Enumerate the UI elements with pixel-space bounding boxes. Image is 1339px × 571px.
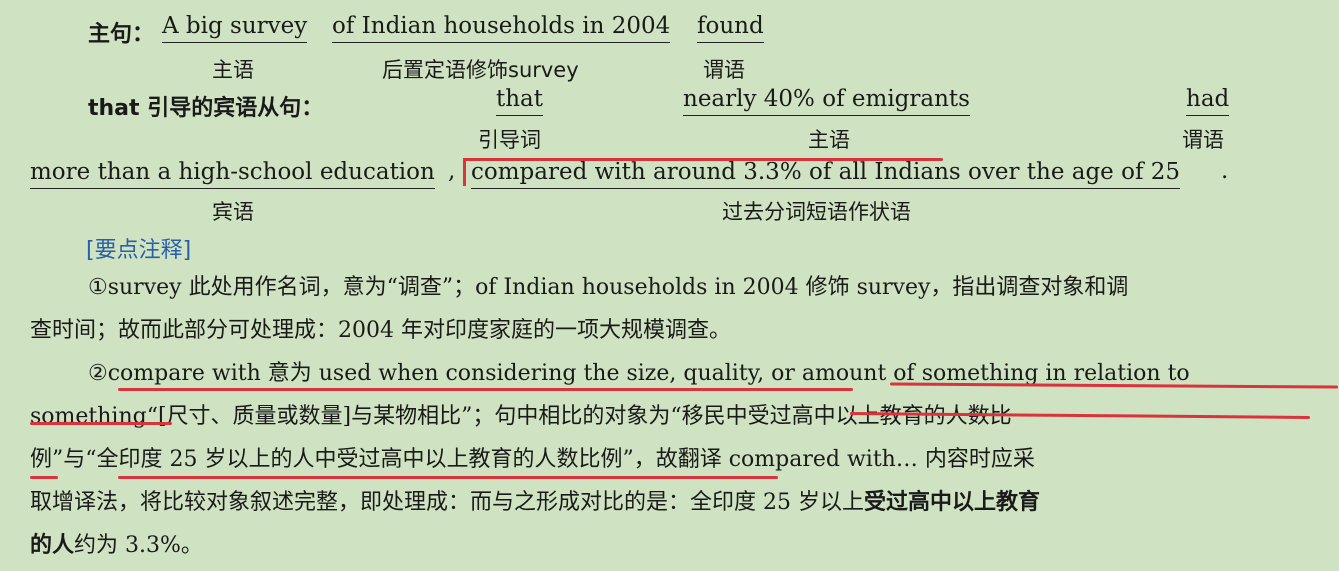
that-intro-tag: 引导词 — [478, 128, 541, 152]
main-subject: A big survey — [162, 12, 308, 43]
note1-line2: 查时间；故而此部分可处理成：2004 年对印度家庭的一项大规模调查。 — [30, 318, 731, 343]
note2-line1: ②compare with 意为 used when considering t… — [88, 361, 1190, 386]
object-tag: 宾语 — [212, 200, 254, 224]
note1-line1: ①survey 此处用作名词，意为“调查”；of Indian househol… — [88, 275, 1129, 300]
note2-line5: 的人约为 3.3%。 — [30, 524, 203, 567]
red-bracket-mark — [463, 158, 466, 186]
adverbial-phrase: compared with around 3.3% of all Indians… — [471, 158, 1181, 189]
main-modifier-tag: 后置定语修饰survey — [382, 58, 579, 82]
red-overline-mark — [465, 158, 943, 161]
that-verb: had — [1186, 85, 1230, 116]
main-modifier: of Indian households in 2004 — [332, 12, 671, 43]
that-subject: nearly 40% of emigrants — [683, 85, 970, 116]
comma: , — [448, 158, 456, 184]
main-clause-label: 主句： — [88, 22, 155, 47]
main-verb: found — [697, 12, 764, 43]
red-underline-1 — [118, 388, 853, 391]
notes-heading: [要点注释] — [86, 238, 192, 263]
note2-line5-bold: 的人 — [30, 533, 75, 558]
object-phrase: more than a high-school education — [30, 158, 435, 189]
note2-line4-bold: 受过高中以上教育 — [863, 490, 1040, 515]
that-verb-tag: 谓语 — [1182, 128, 1224, 152]
that-intro: that — [496, 85, 544, 116]
adverbial-tag: 过去分词短语作状语 — [722, 200, 911, 224]
note2-line5-text: 约为 3.3%。 — [74, 533, 203, 558]
note2-line4: 取增译法，将比较对象叙述完整，即处理成：而与之形成对比的是：全印度 25 岁以上… — [30, 481, 1040, 524]
red-underline-3 — [30, 476, 58, 479]
main-verb-tag: 谓语 — [703, 58, 745, 82]
period: . — [1221, 158, 1229, 184]
that-clause-label: that 引导的宾语从句： — [88, 96, 324, 121]
red-underline-4 — [118, 476, 778, 479]
note2-line3: 例”与“全印度 25 岁以上的人中受过高中以上教育的人数比例”，故翻译 comp… — [30, 447, 1035, 472]
red-strike-1 — [30, 422, 172, 425]
main-subject-tag: 主语 — [212, 58, 254, 82]
note2-line2: something“[尺寸、质量或数量]与某物相比”；句中相比的对象为“移民中受… — [30, 404, 1012, 429]
that-subject-tag: 主语 — [808, 128, 850, 152]
note2-line4-text: 取增译法，将比较对象叙述完整，即处理成：而与之形成对比的是：全印度 25 岁以上 — [30, 490, 864, 515]
